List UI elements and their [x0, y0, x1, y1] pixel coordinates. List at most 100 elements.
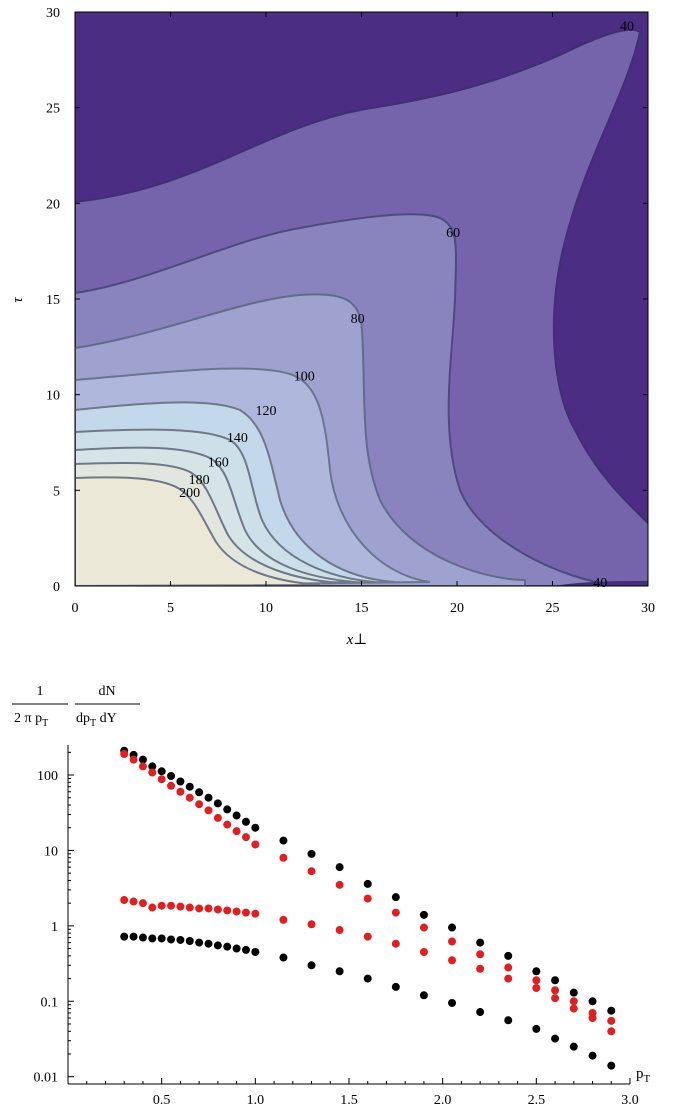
scatter-point: [307, 867, 316, 876]
scatter-point: [251, 823, 260, 832]
scatter-point: [241, 945, 250, 954]
scatter-point: [223, 805, 232, 814]
scatter-point: [504, 974, 513, 983]
contour-xlabel: x⊥: [346, 632, 368, 648]
scatter-xtick-label: 2.5: [528, 1093, 546, 1108]
contour-xtick-label: 25: [546, 601, 560, 616]
scatter-point: [448, 923, 457, 932]
scatter-point: [251, 909, 260, 918]
scatter-point: [607, 1006, 616, 1015]
scatter-point: [419, 910, 428, 919]
scatter-point: [138, 755, 147, 764]
scatter-point: [476, 1008, 485, 1017]
scatter-point: [588, 1014, 597, 1023]
contour-ytick-label: 25: [46, 102, 60, 117]
scatter-point: [138, 933, 147, 942]
scatter-ylabel: 1 2 π pT dN dpT dY: [12, 684, 140, 729]
scatter-point: [148, 934, 157, 943]
contour-level-label: 40: [620, 19, 634, 34]
scatter-ytick-label: 10: [44, 844, 58, 859]
scatter-point: [148, 768, 157, 777]
scatter-point: [138, 762, 147, 771]
scatter-point: [419, 923, 428, 932]
scatter-point: [448, 956, 457, 965]
scatter-point: [532, 967, 541, 976]
ylabel-fraction2-denominator: dpT dY: [76, 711, 117, 729]
scatter-point: [120, 896, 129, 905]
ylabel-fraction2-numerator: dN: [98, 684, 115, 699]
scatter-point: [148, 903, 157, 912]
scatter-point: [279, 953, 288, 962]
ylabel-fraction1-denominator: 2 π pT: [14, 711, 48, 729]
scatter-point: [391, 939, 400, 948]
scatter-ytick-label: 0.1: [41, 995, 59, 1010]
scatter-point: [532, 1024, 541, 1033]
contour-ytick-label: 20: [46, 197, 60, 212]
scatter-point: [148, 762, 157, 771]
scatter-point: [167, 772, 176, 781]
scatter-point: [476, 950, 485, 959]
scatter-point: [551, 994, 560, 1003]
scatter-point: [251, 840, 260, 849]
contour-xtick-label: 15: [355, 601, 369, 616]
ylabel-fraction1-numerator: 1: [37, 684, 44, 699]
contour-level-label: 140: [227, 431, 248, 446]
scatter-point: [185, 782, 194, 791]
contour-level-label: 100: [294, 370, 315, 385]
scatter-point: [213, 813, 222, 822]
region-bottom-strip: [559, 581, 648, 586]
scatter-point: [185, 903, 194, 912]
scatter-point: [551, 986, 560, 995]
scatter-point: [204, 806, 213, 815]
contour-xtick-label: 10: [259, 601, 273, 616]
scatter-point: [588, 1051, 597, 1060]
scatter-point: [195, 904, 204, 913]
scatter-point: [241, 908, 250, 917]
scatter-xtick-label: 2.0: [434, 1093, 452, 1108]
scatter-point: [419, 991, 428, 1000]
scatter-point: [532, 983, 541, 992]
scatter-point: [569, 1004, 578, 1013]
scatter-point: [363, 894, 372, 903]
contour-level-label: 160: [208, 456, 229, 471]
scatter-ytick-label: 100: [37, 769, 58, 784]
scatter-point: [167, 901, 176, 910]
scatter-point: [157, 775, 166, 784]
contour-level-label: 40: [593, 576, 607, 591]
scatter-point: [504, 1016, 513, 1025]
scatter-point: [279, 853, 288, 862]
region-above-200: [75, 476, 321, 586]
scatter-point: [213, 905, 222, 914]
scatter-xlabel: pT: [636, 1066, 651, 1085]
scatter-point: [569, 997, 578, 1006]
scatter-point: [157, 934, 166, 943]
scatter-point: [279, 915, 288, 924]
scatter-point: [476, 964, 485, 973]
contour-ytick-label: 5: [53, 484, 60, 499]
scatter-point: [251, 948, 260, 957]
scatter-point: [232, 944, 241, 953]
scatter-point: [176, 902, 185, 911]
contour-level-label: 60: [446, 226, 460, 241]
scatter-point: [363, 879, 372, 888]
scatter-point: [504, 963, 513, 972]
scatter-point: [167, 935, 176, 944]
contour-ytick-label: 30: [46, 6, 60, 21]
scatter-point: [551, 1034, 560, 1043]
scatter-point: [391, 908, 400, 917]
contour-fill: [75, 12, 648, 586]
contour-xtick-label: 5: [167, 601, 174, 616]
contour-level-label: 180: [189, 473, 210, 488]
contour-level-label: 80: [351, 312, 365, 327]
scatter-point: [204, 939, 213, 948]
scatter-point: [307, 849, 316, 858]
scatter-point: [307, 961, 316, 970]
scatter-point: [120, 932, 129, 941]
scatter-point: [232, 907, 241, 916]
scatter-point: [279, 836, 288, 845]
scatter-point: [307, 920, 316, 929]
scatter-point: [213, 799, 222, 808]
scatter-point: [213, 941, 222, 950]
scatter-point: [241, 817, 250, 826]
